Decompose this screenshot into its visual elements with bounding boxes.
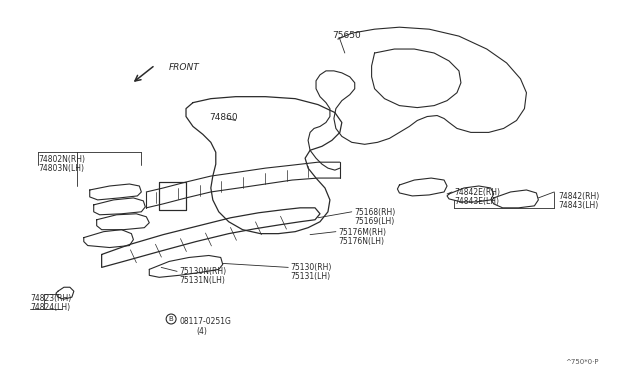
Text: 74860: 74860 [209, 113, 237, 122]
Text: 75131(LH): 75131(LH) [290, 272, 330, 281]
Text: 08117-0251G: 08117-0251G [179, 317, 231, 326]
Text: 74802N(RH): 74802N(RH) [38, 155, 85, 164]
Text: 74823(RH): 74823(RH) [30, 294, 72, 303]
Text: 75131N(LH): 75131N(LH) [179, 276, 225, 285]
Text: ^750*0·P: ^750*0·P [565, 359, 598, 365]
Text: 75176M(RH): 75176M(RH) [338, 228, 386, 237]
Text: 74824(LH): 74824(LH) [30, 303, 70, 312]
Text: FRONT: FRONT [169, 63, 200, 72]
Text: 75176N(LH): 75176N(LH) [338, 237, 384, 246]
Bar [159, 182, 186, 210]
Text: 75130(RH): 75130(RH) [290, 263, 332, 272]
Text: 74843E(LH): 74843E(LH) [454, 197, 499, 206]
Text: 75169(LH): 75169(LH) [355, 217, 395, 226]
Text: (4): (4) [196, 327, 207, 336]
Text: 74803N(LH): 74803N(LH) [38, 164, 84, 173]
Text: 75168(RH): 75168(RH) [355, 208, 396, 217]
Text: 74842E(RH): 74842E(RH) [454, 188, 500, 197]
Text: 74843(LH): 74843(LH) [558, 201, 598, 210]
Text: 75650: 75650 [332, 31, 361, 40]
Text: 74842(RH): 74842(RH) [558, 192, 600, 201]
Text: 75130N(RH): 75130N(RH) [179, 267, 226, 276]
Text: B: B [169, 316, 173, 322]
